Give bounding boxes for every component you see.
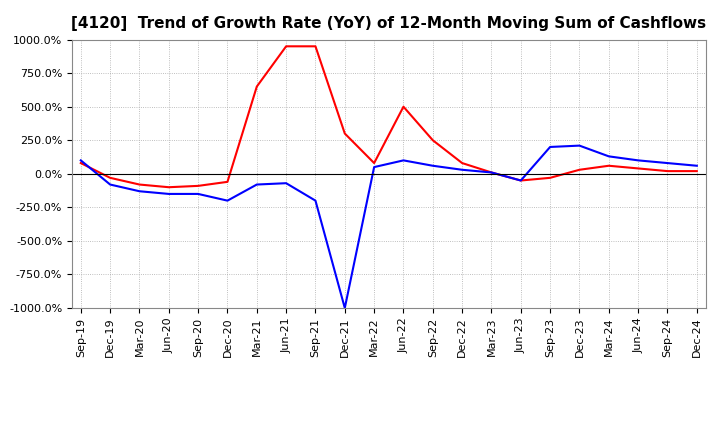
Free Cashflow — [223, 198, 232, 203]
Operating Cashflow — [428, 138, 437, 143]
Operating Cashflow — [194, 183, 202, 188]
Line: Operating Cashflow: Operating Cashflow — [81, 46, 697, 187]
Operating Cashflow — [311, 44, 320, 49]
Free Cashflow — [194, 191, 202, 197]
Free Cashflow — [487, 170, 496, 175]
Operating Cashflow — [663, 169, 672, 174]
Operating Cashflow — [164, 185, 173, 190]
Operating Cashflow — [487, 170, 496, 175]
Free Cashflow — [311, 198, 320, 203]
Free Cashflow — [399, 158, 408, 163]
Operating Cashflow — [253, 84, 261, 89]
Free Cashflow — [458, 167, 467, 172]
Operating Cashflow — [341, 131, 349, 136]
Free Cashflow — [253, 182, 261, 187]
Operating Cashflow — [282, 44, 290, 49]
Operating Cashflow — [106, 175, 114, 180]
Operating Cashflow — [516, 178, 525, 183]
Free Cashflow — [663, 161, 672, 166]
Free Cashflow — [370, 165, 379, 170]
Operating Cashflow — [76, 161, 85, 166]
Free Cashflow — [546, 144, 554, 150]
Operating Cashflow — [575, 167, 584, 172]
Free Cashflow — [282, 180, 290, 186]
Operating Cashflow — [370, 161, 379, 166]
Free Cashflow — [164, 191, 173, 197]
Operating Cashflow — [693, 169, 701, 174]
Free Cashflow — [106, 182, 114, 187]
Operating Cashflow — [135, 182, 144, 187]
Operating Cashflow — [458, 161, 467, 166]
Free Cashflow — [76, 158, 85, 163]
Operating Cashflow — [546, 175, 554, 180]
Operating Cashflow — [223, 179, 232, 184]
Title: [4120]  Trend of Growth Rate (YoY) of 12-Month Moving Sum of Cashflows: [4120] Trend of Growth Rate (YoY) of 12-… — [71, 16, 706, 32]
Free Cashflow — [634, 158, 642, 163]
Free Cashflow — [516, 178, 525, 183]
Operating Cashflow — [605, 163, 613, 169]
Operating Cashflow — [634, 166, 642, 171]
Free Cashflow — [341, 305, 349, 311]
Free Cashflow — [135, 189, 144, 194]
Legend: Operating Cashflow, Free Cashflow: Operating Cashflow, Free Cashflow — [225, 435, 553, 440]
Free Cashflow — [605, 154, 613, 159]
Operating Cashflow — [399, 104, 408, 109]
Free Cashflow — [693, 163, 701, 169]
Line: Free Cashflow: Free Cashflow — [81, 146, 697, 308]
Free Cashflow — [575, 143, 584, 148]
Free Cashflow — [428, 163, 437, 169]
